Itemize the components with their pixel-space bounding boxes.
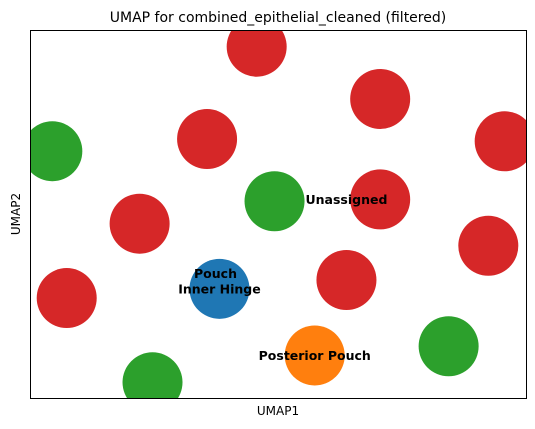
scatter-point-green xyxy=(245,171,305,231)
cluster-label: Inner Hinge xyxy=(178,281,261,296)
cluster-label: Pouch xyxy=(194,266,237,281)
x-axis-label: UMAP1 xyxy=(257,404,299,418)
y-axis-label: UMAP2 xyxy=(9,193,23,235)
scatter-point-red xyxy=(177,109,237,169)
cluster-label: Unassigned xyxy=(305,192,387,207)
scatter-point-green xyxy=(123,352,183,412)
scatter-point-red xyxy=(110,194,170,254)
scatter-point-green xyxy=(419,316,479,376)
scatter-point-red xyxy=(37,268,97,328)
scatter-point-red xyxy=(458,216,518,276)
scatter-point-red xyxy=(350,69,410,129)
chart-title: UMAP for combined_epithelial_cleaned (fi… xyxy=(110,10,446,26)
cluster-label: Posterior Pouch xyxy=(259,348,371,363)
scatter-point-red xyxy=(475,111,535,171)
scatter-point-red xyxy=(316,250,376,310)
scatter-point-green xyxy=(22,121,82,181)
